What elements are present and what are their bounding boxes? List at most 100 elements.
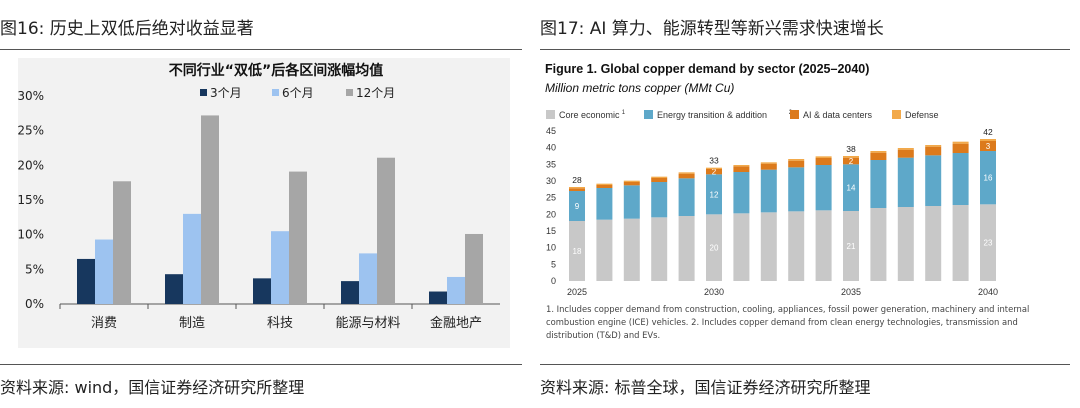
bar-segment	[760, 162, 777, 164]
segment-label: 2	[712, 168, 717, 177]
x-tick-label: 2025	[567, 287, 587, 297]
bar	[183, 213, 201, 304]
bar-segment	[623, 185, 640, 219]
bar-segment	[569, 187, 585, 189]
legend-label: 6个月	[282, 86, 314, 100]
legend-swatch	[200, 89, 207, 96]
total-label: 42	[983, 127, 993, 137]
legend-swatch	[346, 89, 353, 96]
bar-segment	[952, 141, 969, 144]
sector-returns-chart: 不同行业“双低”后各区间涨幅均值 3个月 6个月 12个月 0% 5% 10% 15% 20% 2…	[17, 58, 510, 348]
bar-segment	[678, 172, 695, 174]
bar-segment	[623, 182, 640, 186]
bar-segment	[651, 178, 668, 182]
chart-title: 不同行业“双低”后各区间涨幅均值	[169, 62, 383, 79]
bar-segment	[623, 180, 640, 182]
left-figure-title: 图16: 历史上双低后绝对收益显著	[0, 19, 254, 39]
legend-swatch	[644, 110, 653, 119]
legend-label: Core economic	[559, 110, 620, 120]
bar-segment	[596, 188, 613, 220]
bar-segment	[788, 211, 805, 281]
bar-segment	[733, 172, 750, 214]
bar	[289, 171, 307, 304]
total-label: 28	[572, 175, 582, 185]
left-figure-panel: 图16: 历史上双低后绝对收益显著 不同行业“双低”后各区间涨幅均值 3个月 6个月…	[0, 0, 522, 408]
bar-segment	[678, 178, 695, 216]
x-tick-label: 科技	[267, 316, 293, 331]
legend-label: Energy transition & addition	[657, 110, 767, 120]
bar	[429, 291, 447, 304]
segment-label: 3	[986, 142, 991, 151]
left-bottom-rule	[0, 364, 522, 365]
bar-segment	[596, 185, 613, 188]
segment-label: 23	[984, 239, 993, 248]
segment-label: 14	[847, 184, 856, 193]
y-tick-label: 25%	[17, 124, 44, 138]
bar-segment	[706, 167, 722, 169]
bar-segment	[760, 169, 777, 213]
bar-segment	[706, 214, 722, 281]
legend-superscript: 1	[622, 110, 626, 116]
bar	[201, 115, 219, 304]
chart-title: Figure 1. Global copper demand by sector…	[545, 62, 869, 76]
bar-segment	[980, 151, 996, 205]
bar	[377, 157, 395, 304]
y-tick-label: 15	[546, 226, 556, 236]
legend-swatch	[790, 110, 799, 119]
x-tick-label: 金融地产	[430, 315, 482, 331]
bar-segment	[733, 213, 750, 281]
bar-segment	[897, 157, 914, 207]
legend-swatch	[892, 110, 901, 119]
segment-label: 12	[710, 190, 719, 199]
segment-label: 16	[984, 174, 993, 183]
bar-segment	[706, 169, 722, 175]
bar	[253, 278, 271, 304]
right-source-note: 资料来源: 标普全球，国信证券经济研究所整理	[540, 378, 871, 397]
bar-segment	[980, 141, 996, 151]
bar-segment	[843, 164, 859, 211]
segment-label: 20	[710, 244, 719, 253]
bar-segment	[596, 219, 613, 281]
bar	[113, 181, 131, 304]
bar-segment	[952, 143, 969, 153]
total-label: 33	[709, 156, 719, 166]
legend-swatch	[546, 110, 555, 119]
bar-segment	[897, 148, 914, 150]
bar	[77, 258, 95, 304]
bar-segment	[925, 145, 942, 147]
x-tick-label: 2040	[978, 287, 998, 297]
y-tick-label: 20	[546, 209, 556, 219]
bar-segment	[788, 167, 805, 212]
bar	[447, 276, 465, 304]
bar-segment	[815, 210, 832, 281]
legend-label: Defense	[905, 110, 939, 120]
y-tick-label: 10%	[17, 228, 44, 242]
bar-segment	[569, 221, 585, 281]
bar-segment	[815, 158, 832, 165]
y-tick-label: 10	[546, 243, 556, 253]
y-tick-label: 5%	[25, 262, 44, 276]
chart-subtitle: Million metric tons copper (MMt Cu)	[545, 81, 734, 95]
legend-label: 12个月	[356, 86, 395, 100]
bar	[359, 253, 377, 304]
bar-segment	[870, 160, 887, 208]
bar-segment	[678, 173, 695, 179]
y-tick-label: 35	[546, 159, 556, 169]
bar	[95, 239, 113, 304]
bar-segment	[760, 212, 777, 281]
x-tick-label: 2035	[841, 287, 861, 297]
bar-segment	[760, 163, 777, 170]
bar-segment	[843, 157, 859, 165]
bar-segment	[733, 166, 750, 172]
bar-segment	[843, 211, 859, 281]
bar-segment	[596, 183, 613, 185]
bar-segment	[897, 149, 914, 158]
bar-segment	[815, 165, 832, 211]
right-footnote: 1. Includes copper demand from construct…	[546, 304, 1030, 340]
y-tick-label: 15%	[17, 193, 44, 207]
x-tick-label: 消费	[91, 316, 117, 331]
bar-segment	[925, 146, 942, 156]
bar-segment	[843, 156, 859, 158]
y-tick-label: 0%	[25, 297, 44, 311]
bar-segment	[952, 205, 969, 281]
